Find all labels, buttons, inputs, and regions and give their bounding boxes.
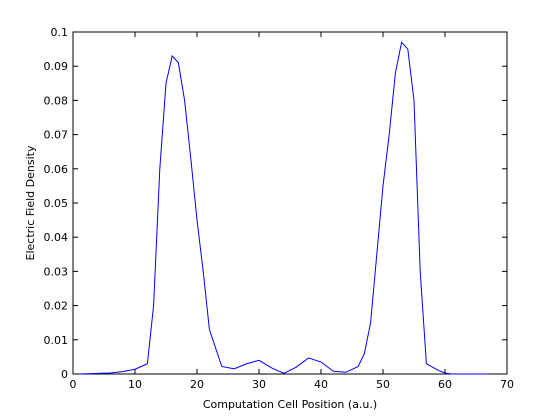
y-tick-label: 0.07 xyxy=(44,129,69,142)
y-tick-label: 0.01 xyxy=(44,334,69,347)
x-tick-label: 70 xyxy=(500,378,514,391)
y-tick-label: 0.06 xyxy=(44,163,69,176)
ticks-group xyxy=(72,31,508,375)
y-tick-label: 0 xyxy=(61,368,68,381)
x-tick-labels: 0 10 20 30 40 50 60 70 xyxy=(70,378,515,391)
x-tick-label: 40 xyxy=(314,378,328,391)
series-line xyxy=(79,41,489,375)
y-tick-labels: 0 0.01 0.02 0.03 0.04 0.05 0.06 0.07 0.08 0.09 0.1 xyxy=(44,26,69,381)
y-tick-label: 0.02 xyxy=(44,300,69,313)
x-tick-label: 60 xyxy=(438,378,452,391)
y-axis-label: Electric Field Density xyxy=(24,145,37,260)
x-tick-label: 10 xyxy=(128,378,142,391)
y-tick-label: 0.04 xyxy=(44,231,69,244)
y-tick-label: 0.05 xyxy=(44,197,69,210)
x-axis-label: Computation Cell Position (a.u.) xyxy=(203,398,377,411)
y-tick-label: 0.08 xyxy=(44,94,69,107)
plot-area xyxy=(72,31,508,375)
y-tick-label: 0.1 xyxy=(51,26,69,39)
x-tick-label: 30 xyxy=(252,378,266,391)
x-tick-label: 50 xyxy=(376,378,390,391)
y-tick-label: 0.03 xyxy=(44,265,69,278)
x-tick-label: 0 xyxy=(70,378,77,391)
y-tick-label: 0.09 xyxy=(44,60,69,73)
x-tick-label: 20 xyxy=(190,378,204,391)
